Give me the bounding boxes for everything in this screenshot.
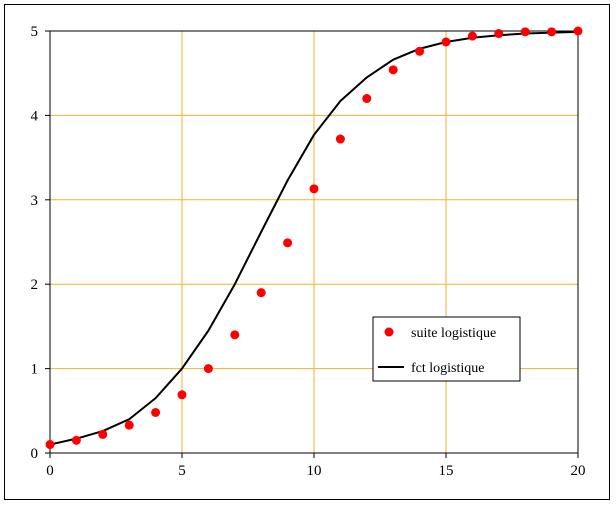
grid [50, 31, 578, 453]
fct-logistique-line [49, 30, 579, 446]
suite-logistique-point [98, 429, 108, 439]
x-tick-label: 5 [178, 463, 186, 479]
x-tick-label: 10 [307, 463, 322, 479]
suite-logistique-point [230, 330, 240, 340]
legend-label-fct-logistique: fct logistique [411, 361, 485, 376]
suite-logistique-point [151, 407, 161, 417]
suite-logistique-point [547, 27, 557, 37]
x-tick-label: 20 [571, 463, 586, 479]
series-fct-logistique [49, 30, 579, 446]
suite-logistique-point [494, 29, 504, 39]
suite-logistique-point [203, 364, 213, 374]
series-suite-logistique [45, 26, 583, 450]
legend-label-suite-logistique: suite logistique [411, 326, 496, 341]
y-tick-label: 2 [31, 277, 39, 293]
chart-frame [4, 4, 610, 500]
y-tick-label: 0 [31, 446, 39, 462]
suite-logistique-point [520, 27, 530, 37]
suite-logistique-point [388, 65, 398, 75]
suite-logistique-point [71, 435, 81, 445]
y-tick-label: 5 [31, 24, 39, 40]
x-tick-label: 0 [46, 463, 54, 479]
y-tick-label: 3 [31, 193, 39, 209]
suite-logistique-point [335, 134, 345, 144]
suite-logistique-point [45, 440, 55, 450]
suite-logistique-point [467, 31, 477, 41]
suite-logistique-point [256, 288, 266, 298]
suite-logistique-point [124, 420, 134, 430]
y-tick-label: 4 [31, 108, 39, 124]
suite-logistique-point [309, 184, 319, 194]
suite-logistique-point [362, 94, 372, 104]
suite-logistique-point [283, 238, 293, 248]
legend-marker-suite-logistique [384, 327, 394, 337]
legend: suite logistique fct logistique [372, 316, 521, 382]
suite-logistique-point [177, 390, 187, 400]
x-tick-label: 15 [439, 463, 454, 479]
suite-logistique-point [415, 46, 425, 56]
legend-box [372, 316, 521, 382]
y-tick-label: 1 [31, 362, 39, 378]
suite-logistique-point [573, 26, 583, 36]
axes: 0 5 10 15 20 0 1 2 3 4 5 [31, 24, 586, 479]
suite-logistique-point [441, 37, 451, 47]
